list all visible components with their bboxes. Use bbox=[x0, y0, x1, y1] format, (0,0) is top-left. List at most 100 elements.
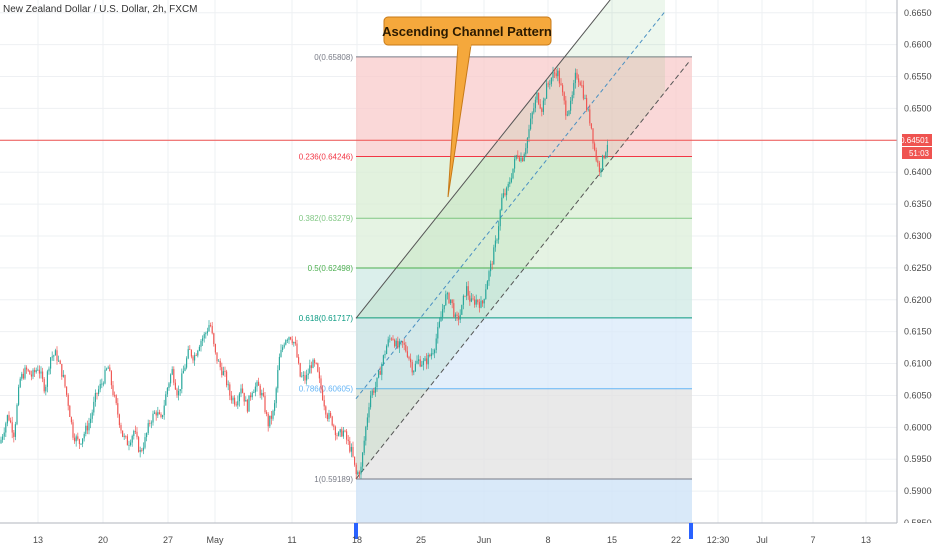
candle-body bbox=[21, 373, 23, 379]
candle-body bbox=[317, 363, 319, 372]
candle-body bbox=[328, 413, 330, 419]
range-end-marker[interactable] bbox=[689, 523, 693, 539]
candle-body bbox=[584, 98, 586, 99]
candle-body bbox=[118, 414, 120, 426]
candle-body bbox=[253, 392, 255, 394]
fib-level-label: 0.382(0.63279) bbox=[299, 214, 354, 223]
candle-body bbox=[272, 410, 274, 419]
fib-retracement-levels[interactable]: 0(0.65808) 0.236(0.64246) 0.382(0.63279) 0.… bbox=[299, 53, 692, 484]
annotation-callout[interactable]: Ascending Channel Pattern bbox=[382, 16, 552, 198]
candle-body bbox=[402, 341, 404, 343]
candle-body bbox=[448, 293, 450, 304]
fib-level-label: 0.618(0.61717) bbox=[299, 314, 354, 323]
channel-lower-line[interactable] bbox=[355, 60, 691, 480]
candle-body bbox=[605, 152, 607, 159]
candle-body bbox=[50, 357, 52, 369]
bar-countdown: 51:03 bbox=[909, 149, 930, 158]
x-tick-label: 15 bbox=[607, 535, 617, 545]
candle-body bbox=[442, 309, 444, 317]
candle-body bbox=[576, 72, 578, 79]
candle-body bbox=[299, 363, 301, 377]
candle-body bbox=[366, 417, 368, 427]
candle-body bbox=[346, 431, 348, 440]
x-tick-label: Jun bbox=[477, 535, 492, 545]
candle-body bbox=[570, 100, 572, 111]
candle-body bbox=[514, 158, 516, 169]
candle-body bbox=[70, 417, 72, 423]
candle-body bbox=[274, 403, 276, 411]
candle-body bbox=[176, 389, 178, 396]
candle-body bbox=[213, 333, 215, 345]
candle-body bbox=[264, 395, 266, 413]
candle-body bbox=[112, 385, 114, 395]
candle-body bbox=[248, 395, 250, 412]
candle-body bbox=[387, 339, 389, 347]
candle-body bbox=[565, 100, 567, 116]
candle-body bbox=[0, 439, 2, 444]
candle-body bbox=[114, 394, 116, 396]
fib-zone bbox=[356, 388, 692, 480]
candle-body bbox=[357, 472, 359, 475]
candle-body bbox=[594, 143, 596, 151]
candle-body bbox=[419, 359, 421, 367]
candle-body bbox=[472, 298, 474, 300]
candle-body bbox=[526, 138, 528, 149]
candle-body bbox=[146, 433, 148, 438]
candle-body bbox=[240, 388, 242, 394]
candle-body bbox=[373, 390, 375, 393]
candle-body bbox=[42, 371, 44, 379]
candle-body bbox=[525, 148, 527, 155]
candle-body bbox=[301, 375, 303, 377]
candle-body bbox=[502, 193, 504, 198]
candle-body bbox=[403, 342, 405, 345]
candle-body bbox=[533, 108, 535, 113]
channel-upper-line[interactable] bbox=[355, 0, 665, 319]
candle-body bbox=[246, 399, 248, 412]
candle-body bbox=[8, 415, 10, 421]
x-tick-label: 18 bbox=[352, 535, 362, 545]
candle-body bbox=[509, 181, 511, 185]
candle-body bbox=[286, 339, 288, 341]
candle-body bbox=[488, 271, 490, 282]
candle-body bbox=[218, 360, 220, 362]
candle-body bbox=[158, 412, 160, 415]
candle-body bbox=[46, 371, 48, 387]
candle-body bbox=[194, 355, 196, 361]
candle-body bbox=[130, 442, 132, 445]
candle-body bbox=[595, 150, 597, 161]
candle-body bbox=[82, 438, 84, 444]
candle-body bbox=[5, 423, 7, 433]
candle-body bbox=[226, 371, 228, 386]
candle-body bbox=[278, 356, 280, 371]
candle-body bbox=[536, 92, 538, 100]
candle-body bbox=[222, 371, 224, 376]
candle-body bbox=[379, 371, 381, 375]
time-axis[interactable]: 13 20 27 May 11 18 25 Jun 8 15 22 12:30 Jul 7 13 bbox=[0, 522, 932, 550]
x-tick-label: 13 bbox=[861, 535, 871, 545]
candle-body bbox=[178, 391, 180, 396]
candle-body bbox=[310, 365, 312, 368]
candlestick-series bbox=[0, 66, 608, 480]
candle-body bbox=[61, 364, 63, 377]
candle-body bbox=[398, 341, 400, 348]
candle-body bbox=[358, 472, 360, 475]
candle-body bbox=[344, 430, 346, 432]
price-axis[interactable]: 0.665000.660000.655000.650000.645000.640… bbox=[896, 0, 932, 550]
candle-body bbox=[75, 436, 77, 442]
candle-body bbox=[59, 360, 61, 365]
candle-body bbox=[550, 77, 552, 84]
candle-body bbox=[173, 369, 175, 383]
candle-body bbox=[339, 429, 341, 433]
candle-body bbox=[531, 112, 533, 119]
range-start-marker[interactable] bbox=[354, 523, 358, 539]
fib-retracement-zones[interactable] bbox=[356, 56, 692, 523]
candle-body bbox=[386, 346, 388, 355]
candle-body bbox=[27, 369, 29, 371]
ascending-channel[interactable] bbox=[355, 0, 691, 480]
